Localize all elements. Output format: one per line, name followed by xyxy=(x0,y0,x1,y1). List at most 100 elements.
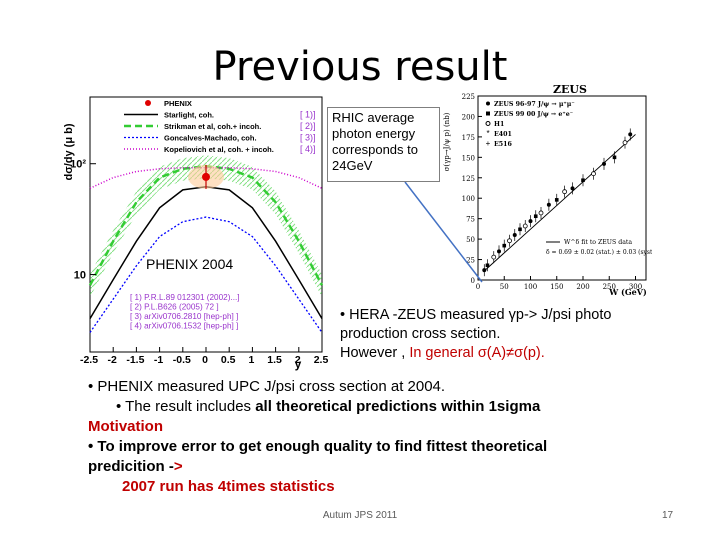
y-axis-label: dσ/dy (μ b) xyxy=(63,123,75,180)
x-tick-label: 0 xyxy=(202,354,208,366)
hera-line-1: • HERA -ZEUS measured γp-> J/psi photo xyxy=(340,307,612,323)
footer-text: Autum JPS 2011 xyxy=(322,510,398,521)
zeus-point-filled xyxy=(570,186,575,191)
zeus-point-open xyxy=(538,210,544,216)
zeus-point-filled xyxy=(528,219,533,224)
zeus-y-axis-label: σ(γp→J/ψ p) (nb) xyxy=(443,112,451,171)
zeus-chart-svg: ZEUS σ(γp→J/ψ p) (nb) W (GeV) 0 25 50 75 100 125… xyxy=(443,83,652,297)
zeus-point-square xyxy=(518,227,522,232)
zeus-point-square xyxy=(533,214,538,219)
x-axis-label: y xyxy=(295,357,302,371)
legend-phenix-marker xyxy=(145,100,151,106)
y-tick-label: 10² xyxy=(70,159,86,171)
legend-entry: Goncalves-Machado, coh. xyxy=(164,134,257,143)
body-line-6: 2007 run has 4times statistics xyxy=(122,478,335,495)
zeus-fit-line xyxy=(482,134,636,273)
phenix-data-point xyxy=(202,172,210,181)
zeus-y-tick-label: 225 xyxy=(462,93,475,101)
x-tick-label: -0.5 xyxy=(173,354,191,366)
zeus-y-tick-label: 150 xyxy=(462,154,475,162)
hera-line-3: However , In general σ(A)≠σ(p). xyxy=(340,344,700,363)
zeus-legend-entry: ZEUS 99 00 J/ψ → e⁺e⁻ xyxy=(494,111,573,118)
zeus-point-square xyxy=(485,263,490,268)
zeus-y-tick-label: 75 xyxy=(466,216,475,224)
callout-line-2: photon energy xyxy=(332,126,416,141)
legend-entry: Kopeliovich et al, coh. + incoh. xyxy=(164,145,274,154)
zeus-y-tick-label: 125 xyxy=(462,175,475,183)
zeus-point-open xyxy=(507,238,512,244)
x-tick-label: 2.5 xyxy=(314,354,329,366)
y-tick-label: 10 xyxy=(74,270,86,282)
x-tick-label: -1.5 xyxy=(126,354,144,366)
page-title: Previous result xyxy=(212,44,508,90)
zeus-x-tick-label: 200 xyxy=(576,283,589,291)
x-tick-label: -1 xyxy=(154,354,163,366)
body-line-4: • To improve error to get enough quality… xyxy=(88,438,548,455)
callout-line-4: 24GeV xyxy=(332,158,373,173)
zeus-legend-entry: ZEUS 96-97 J/ψ → μ⁺μ⁻ xyxy=(494,101,575,108)
callout-line-1: RHIC average xyxy=(332,110,415,125)
zeus-point-open xyxy=(591,171,596,177)
zeus-fit-label: W^δ fit to ZEUS data xyxy=(564,239,632,246)
zeus-y-tick-label: 50 xyxy=(466,236,475,244)
zeus-point-filled xyxy=(482,268,487,273)
zeus-y-tick-label: 25 xyxy=(466,257,475,265)
zeus-legend-marker: * xyxy=(486,129,489,138)
reference-entry: [ 3) arXiv0706.2810 [hep-ph] ] xyxy=(130,312,238,321)
phenix-chart-svg: dσ/dy (μ b)10² 10 -2.5 -2 -1.5 -1 -0.5 0 0.5 1 1.5… xyxy=(63,96,329,371)
zeus-legend-entry: E401 xyxy=(494,131,512,138)
zeus-point-filled xyxy=(628,132,633,137)
page-number: 17 xyxy=(662,510,674,521)
body-line-2: • The result includes all theoretical pr… xyxy=(88,397,688,417)
hera-line-3-prefix: However , xyxy=(340,345,406,361)
reference-entry: [ 2) P.L.B626 (2005) 72 ] xyxy=(130,303,219,312)
zeus-x-tick-label: 0 xyxy=(476,283,480,291)
hera-line-2: production cross section. xyxy=(340,326,501,342)
x-tick-label: 1 xyxy=(248,354,254,366)
zeus-cross-section-plot: ZEUS σ(γp→J/ψ p) (nb) W (GeV) 0 25 50 75 100 125… xyxy=(440,82,652,304)
legend-entry: Strikman et al, coh.+ incoh. xyxy=(164,122,261,131)
legend-tag: [ 3)] xyxy=(300,133,316,143)
body-line-5-text: predicition - xyxy=(88,458,174,475)
body-line-2-prefix: • The result includes xyxy=(116,398,256,415)
zeus-y-tick-label: 100 xyxy=(462,195,475,203)
reference-entry: [ 1) P.R.L.89 012301 (2002)...] xyxy=(130,293,240,302)
legend-tag: [ 2)] xyxy=(300,121,316,131)
phenix-rapidity-plot: dσ/dy (μ b) 10² 10 -2.5 -2 -1.5 -1 -0.5 0 0.5 1 1.5… xyxy=(62,92,330,372)
legend-entry: PHENIX xyxy=(164,99,192,108)
zeus-x-axis-label: W (GeV) xyxy=(608,287,647,297)
reference-entry: [ 4) arXiv0706.1532 [hep-ph] ] xyxy=(130,322,238,331)
series-line-3 xyxy=(89,216,323,333)
legend-tag: [ 4)] xyxy=(300,144,316,154)
zeus-point-square xyxy=(502,243,507,248)
x-tick-label: 1.5 xyxy=(267,354,282,366)
body-line-5: predicition -> xyxy=(88,457,688,477)
callout-box: RHIC average photon energy corresponds t… xyxy=(327,107,440,182)
x-tick-label: 2 xyxy=(295,354,301,366)
zeus-legend-marker xyxy=(486,111,490,116)
zeus-x-tick-label: 250 xyxy=(603,283,616,291)
phenix-2004-label: PHENIX 2004 xyxy=(146,256,234,272)
zeus-legend-marker xyxy=(486,101,490,106)
zeus-point-filled xyxy=(497,249,501,254)
legend-tag: [ 1)] xyxy=(300,110,316,120)
zeus-y-tick-label: 200 xyxy=(462,113,475,121)
zeus-point-filled xyxy=(602,161,606,166)
zeus-fit-params: δ = 0.69 ± 0.02 (stat.) ± 0.03 (syst.) xyxy=(546,249,652,256)
body-text: • PHENIX measured UPC J/psi cross sectio… xyxy=(88,377,688,497)
zeus-point-filled xyxy=(512,233,517,238)
zeus-x-tick-label: 300 xyxy=(629,283,642,291)
zeus-title: ZEUS xyxy=(553,83,587,96)
hera-zeus-text: • HERA -ZEUS measured γp-> J/psi photo p… xyxy=(340,306,700,363)
zeus-point-square xyxy=(581,178,585,183)
zeus-point-filled xyxy=(546,202,551,207)
zeus-x-tick-label: 150 xyxy=(550,283,563,291)
body-line-2-bold: all theoretical predictions within 1sigm… xyxy=(255,398,541,415)
zeus-legend-marker xyxy=(485,121,491,126)
zeus-x-tick-label: 50 xyxy=(500,283,509,291)
zeus-y-tick-label: 0 xyxy=(471,277,475,285)
callout-line-3: corresponds to xyxy=(332,142,418,157)
zeus-point-open xyxy=(562,189,568,195)
hera-line-3-red: In general σ(A)≠σ(p). xyxy=(409,345,545,361)
legend-entry: Starlight, coh. xyxy=(164,111,214,120)
